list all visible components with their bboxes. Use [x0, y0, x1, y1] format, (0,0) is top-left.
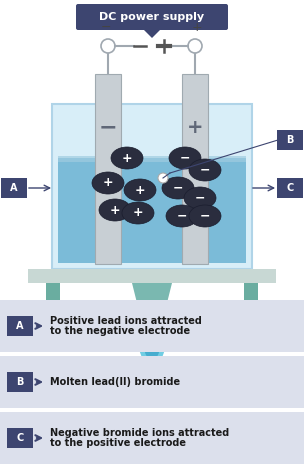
Bar: [52, 104, 252, 269]
Text: −: −: [200, 210, 210, 222]
Text: −: −: [99, 117, 117, 137]
Text: +: +: [103, 176, 113, 190]
Ellipse shape: [92, 172, 124, 194]
Bar: [28, 269, 276, 283]
Polygon shape: [142, 28, 162, 38]
Ellipse shape: [138, 313, 166, 365]
Ellipse shape: [184, 187, 216, 209]
Text: to the positive electrode: to the positive electrode: [50, 438, 186, 447]
FancyBboxPatch shape: [7, 428, 33, 448]
Text: to the negative electrode: to the negative electrode: [50, 326, 190, 336]
Bar: [145, 331, 159, 353]
Circle shape: [188, 39, 202, 53]
Text: +: +: [133, 206, 143, 219]
Polygon shape: [132, 283, 172, 331]
Ellipse shape: [144, 330, 160, 360]
Ellipse shape: [111, 147, 143, 169]
Ellipse shape: [122, 202, 154, 224]
Ellipse shape: [162, 177, 194, 199]
Bar: [244, 283, 258, 338]
Text: +: +: [122, 152, 132, 164]
Text: B: B: [16, 377, 24, 387]
Text: DC power supply: DC power supply: [99, 12, 205, 22]
Text: A: A: [10, 183, 18, 193]
Ellipse shape: [189, 205, 221, 227]
Bar: [46, 283, 60, 338]
Bar: [0, 412, 304, 464]
Text: C: C: [286, 183, 294, 193]
FancyBboxPatch shape: [76, 4, 228, 30]
Text: +: +: [187, 117, 203, 137]
Text: C: C: [16, 433, 24, 443]
Text: A: A: [16, 321, 24, 331]
Ellipse shape: [169, 147, 201, 169]
Bar: [0, 300, 304, 352]
Ellipse shape: [189, 159, 221, 181]
Text: Negative bromide ions attracted: Negative bromide ions attracted: [50, 429, 229, 439]
FancyBboxPatch shape: [1, 178, 27, 198]
Text: −: −: [101, 21, 111, 34]
Text: −: −: [200, 163, 210, 176]
Circle shape: [101, 39, 115, 53]
Text: −: −: [173, 182, 183, 195]
Ellipse shape: [99, 199, 131, 221]
Text: +: +: [192, 21, 202, 34]
Circle shape: [158, 173, 168, 183]
Ellipse shape: [124, 179, 156, 201]
Text: −: −: [177, 210, 187, 222]
Text: +: +: [110, 204, 120, 217]
FancyBboxPatch shape: [277, 178, 303, 198]
Text: Positive lead ions attracted: Positive lead ions attracted: [50, 316, 202, 327]
Bar: [95, 74, 121, 264]
Text: −: −: [180, 152, 190, 164]
Text: B: B: [286, 135, 294, 145]
Text: Molten lead(II) bromide: Molten lead(II) bromide: [50, 377, 180, 387]
Text: +: +: [135, 183, 145, 197]
Bar: [0, 356, 304, 408]
Bar: [182, 74, 208, 264]
Ellipse shape: [166, 205, 198, 227]
FancyBboxPatch shape: [277, 130, 303, 150]
Bar: [58, 158, 246, 263]
FancyBboxPatch shape: [7, 372, 33, 392]
FancyBboxPatch shape: [7, 316, 33, 336]
Bar: [58, 156, 246, 162]
Text: −: −: [195, 191, 205, 205]
